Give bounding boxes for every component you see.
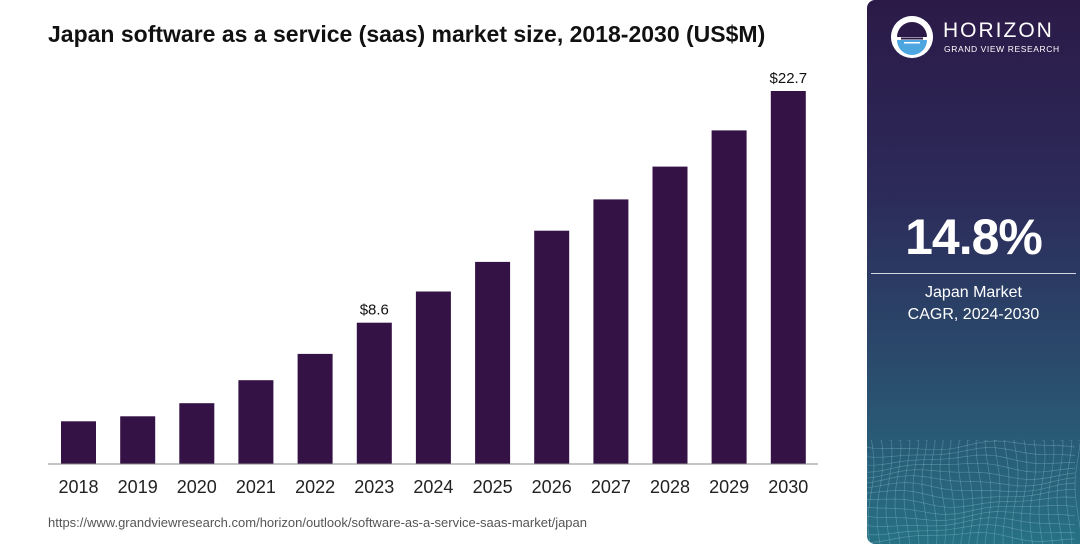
bar-2029 [711, 130, 747, 464]
data-label-2030: $22.7 [770, 70, 808, 87]
data-labels: $8.6 $22.7 [360, 70, 807, 319]
data-label-2023: $8.6 [360, 302, 389, 319]
x-tick-label-2025: 2025 [473, 477, 513, 497]
x-tick-label-2028: 2028 [650, 477, 690, 497]
cagr-label-line1: Japan Market [925, 284, 1022, 301]
wave-decoration [867, 440, 1080, 544]
cagr-divider [871, 273, 1076, 274]
brand-subtitle: GRAND VIEW RESEARCH [944, 44, 1060, 54]
cagr-label: Japan Market CAGR, 2024-2030 [867, 282, 1080, 326]
brand-name: HORIZON [943, 19, 1054, 42]
horizon-logo[interactable]: HORIZON GRAND VIEW RESEARCH [891, 16, 1071, 60]
bar-2028 [652, 166, 688, 464]
bar-2025 [475, 261, 511, 464]
x-tick-label-2020: 2020 [177, 477, 217, 497]
bar-2020 [179, 403, 215, 464]
x-tick-label-2030: 2030 [768, 477, 808, 497]
bar-2024 [415, 291, 451, 464]
horizon-logo-icon [891, 16, 933, 58]
x-tick-label-2023: 2023 [354, 477, 394, 497]
x-tick-label-2027: 2027 [591, 477, 631, 497]
bar-2030 [770, 91, 806, 464]
x-tick-label-2029: 2029 [709, 477, 749, 497]
bar-2021 [238, 380, 274, 464]
x-tick-label-2026: 2026 [532, 477, 572, 497]
x-tick-label-2018: 2018 [58, 477, 98, 497]
bar-2027 [593, 199, 629, 464]
source-url[interactable]: https://www.grandviewresearch.com/horizo… [48, 515, 587, 530]
bar-2019 [120, 416, 156, 464]
x-tick-labels: 2018 2019 2020 2021 2022 2023 2024 2025 2026 2027… [58, 477, 808, 497]
x-tick-label-2022: 2022 [295, 477, 335, 497]
x-tick-label-2024: 2024 [413, 477, 453, 497]
bar-2018 [61, 421, 96, 464]
sidebar-panel: HORIZON GRAND VIEW RESEARCH 14.8% Japan … [867, 0, 1080, 544]
cagr-value: 14.8% [905, 209, 1043, 265]
bar-2022 [297, 353, 333, 464]
chart-title: Japan software as a service (saas) marke… [48, 21, 766, 47]
bar-2023 [356, 322, 392, 464]
bar-chart: 2018 2019 2020 2021 2022 2023 2024 2025 2026 2027… [48, 70, 818, 497]
cagr-label-line2: CAGR, 2024-2030 [907, 306, 1040, 323]
x-tick-label-2019: 2019 [118, 477, 158, 497]
bar-2026 [534, 230, 570, 464]
bars-group [61, 91, 806, 464]
x-tick-label-2021: 2021 [236, 477, 276, 497]
